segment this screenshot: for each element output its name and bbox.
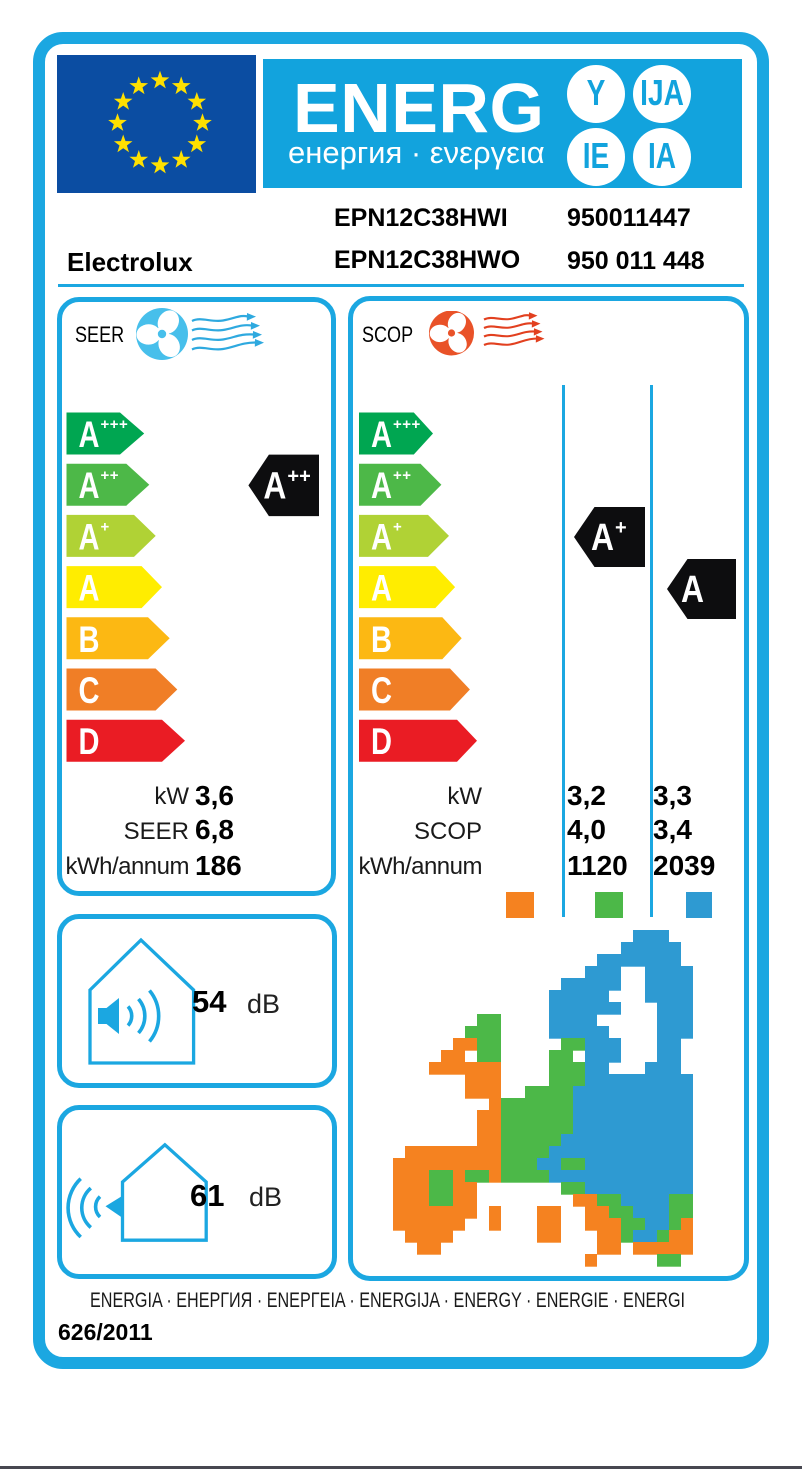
svg-text:A: A bbox=[79, 414, 100, 455]
svg-text:A: A bbox=[79, 465, 100, 506]
svg-text:C: C bbox=[371, 670, 392, 711]
svg-text:++: ++ bbox=[393, 467, 412, 484]
svg-text:A: A bbox=[371, 465, 392, 506]
svg-text:+: + bbox=[101, 518, 110, 535]
svg-text:++: ++ bbox=[287, 465, 310, 487]
svg-text:A: A bbox=[79, 568, 100, 609]
svg-text:+: + bbox=[615, 517, 627, 539]
svg-text:D: D bbox=[79, 721, 100, 762]
svg-text:D: D bbox=[371, 721, 392, 762]
svg-text:+++: +++ bbox=[101, 416, 129, 433]
svg-text:+++: +++ bbox=[393, 416, 421, 433]
svg-text:A: A bbox=[371, 568, 392, 609]
svg-text:A: A bbox=[371, 516, 392, 557]
svg-text:A: A bbox=[681, 569, 704, 611]
svg-text:A: A bbox=[371, 414, 392, 455]
svg-text:A: A bbox=[79, 516, 100, 557]
svg-text:C: C bbox=[79, 670, 100, 711]
svg-text:A: A bbox=[591, 517, 614, 559]
svg-text:A: A bbox=[263, 465, 286, 507]
svg-text:++: ++ bbox=[101, 467, 120, 484]
svg-text:B: B bbox=[371, 619, 392, 660]
svg-text:+: + bbox=[393, 518, 402, 535]
svg-text:B: B bbox=[79, 619, 100, 660]
